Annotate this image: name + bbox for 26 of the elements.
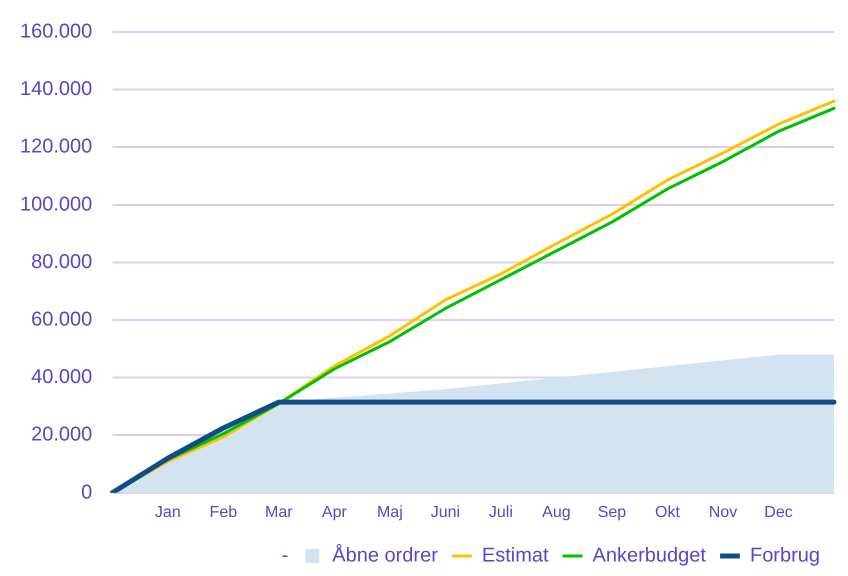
y-tick-label: 60.000 xyxy=(31,308,92,331)
y-tick-label: 120.000 xyxy=(20,136,92,158)
y-tick-label: 160.000 xyxy=(20,20,92,43)
x-tick-label: Dec xyxy=(764,504,793,521)
x-tick-label: Okt xyxy=(655,504,680,521)
x-tick-label: Feb xyxy=(210,504,238,521)
y-tick-label: 0 xyxy=(81,481,92,504)
x-tick-label: Mar xyxy=(265,504,294,521)
text: - xyxy=(282,544,288,567)
x-tick-label: Jan xyxy=(154,504,181,521)
y-tick-label: 80.000 xyxy=(31,250,92,273)
legend-label: Åbne ordrer xyxy=(332,544,438,567)
x-tick-label: Sep xyxy=(598,504,626,521)
x-tick-label: Nov xyxy=(708,504,738,521)
x-tick-label: Apr xyxy=(322,504,348,521)
y-tick-label: 100.000 xyxy=(20,193,92,216)
x-tick-label: Aug xyxy=(542,504,571,521)
y-tick-label: 20.000 xyxy=(31,424,92,446)
y-tick-label: 140.000 xyxy=(20,78,92,100)
legend-label: Forbrug xyxy=(750,544,820,567)
x-tick-label: Juli xyxy=(488,504,513,521)
legend-label: Estimat xyxy=(482,544,549,567)
y-tick-label: 40.000 xyxy=(31,366,92,388)
x-tick-label: Juni xyxy=(430,504,460,521)
legend-label: Ankerbudget xyxy=(592,544,706,567)
x-tick-label: Maj xyxy=(376,504,403,521)
